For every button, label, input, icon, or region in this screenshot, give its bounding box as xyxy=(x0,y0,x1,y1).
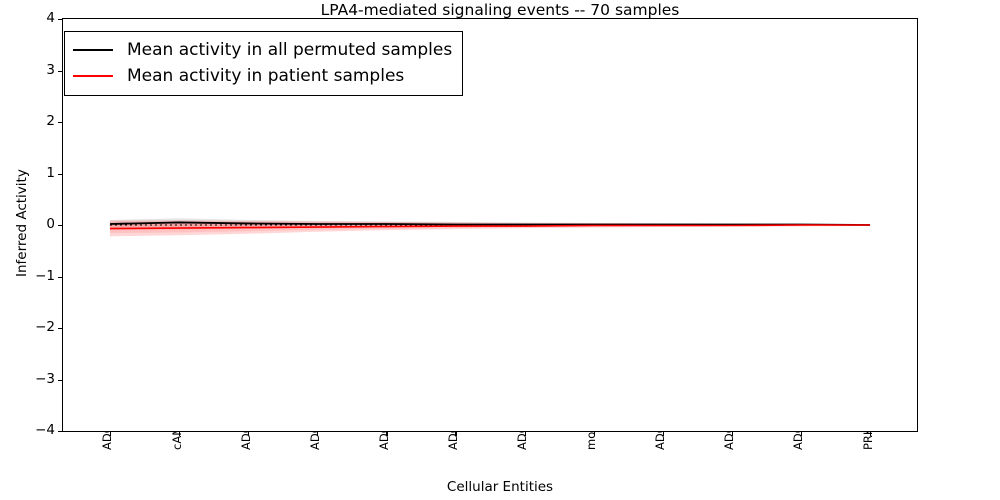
x-tick-mark xyxy=(800,432,803,436)
legend-label-patient: Mean activity in patient samples xyxy=(127,66,405,86)
y-tick-label: 3 xyxy=(46,61,55,78)
y-tick-label: −2 xyxy=(35,319,55,335)
y-tick-mark xyxy=(58,173,62,175)
series-line-permuted xyxy=(109,221,871,226)
legend-label-permuted: Mean activity in all permuted samples xyxy=(127,40,453,60)
x-tick-mark xyxy=(109,432,112,436)
y-tick-label: −3 xyxy=(35,370,55,387)
x-axis-title: Cellular Entities xyxy=(446,479,554,495)
x-tick-mark xyxy=(662,432,664,436)
y-tick-mark xyxy=(58,276,62,278)
x-tick-mark xyxy=(455,432,457,436)
plot-canvas xyxy=(63,19,917,431)
x-tick-mark xyxy=(524,432,526,436)
y-tick-label: 0 xyxy=(46,216,55,232)
series-line-patient xyxy=(109,224,871,230)
y-tick-label: 1 xyxy=(46,164,55,181)
chart-legend: Mean activity in all permuted samples Me… xyxy=(64,31,464,96)
chart-title: LPA4-mediated signaling events -- 70 sam… xyxy=(320,1,680,19)
y-tick-label: −1 xyxy=(35,267,55,284)
x-tick-mark xyxy=(593,432,595,436)
legend-swatch-permuted xyxy=(73,49,113,51)
y-tick-mark xyxy=(58,122,62,124)
y-tick-label: −4 xyxy=(35,422,55,438)
y-tick-mark xyxy=(58,328,62,330)
legend-item: Mean activity in patient samples xyxy=(73,63,452,89)
x-tick-mark xyxy=(179,432,181,436)
x-tick-mark xyxy=(870,432,872,436)
y-tick-mark xyxy=(58,70,62,72)
y-tick-mark xyxy=(58,225,62,227)
x-tick-mark xyxy=(317,432,319,436)
y-tick-mark xyxy=(58,379,62,381)
y-axis-title: Inferred Activity xyxy=(14,169,30,277)
y-tick-label: 4 xyxy=(46,10,55,26)
y-tick-mark xyxy=(58,19,62,21)
legend-swatch-patient xyxy=(73,75,113,77)
legend-item: Mean activity in all permuted samples xyxy=(73,37,452,63)
x-tick-mark xyxy=(248,432,250,436)
y-tick-label: 2 xyxy=(46,113,55,129)
series-canvas xyxy=(109,218,871,237)
x-tick-mark xyxy=(731,432,734,436)
x-tick-mark xyxy=(386,432,388,436)
y-tick-mark xyxy=(58,431,62,433)
